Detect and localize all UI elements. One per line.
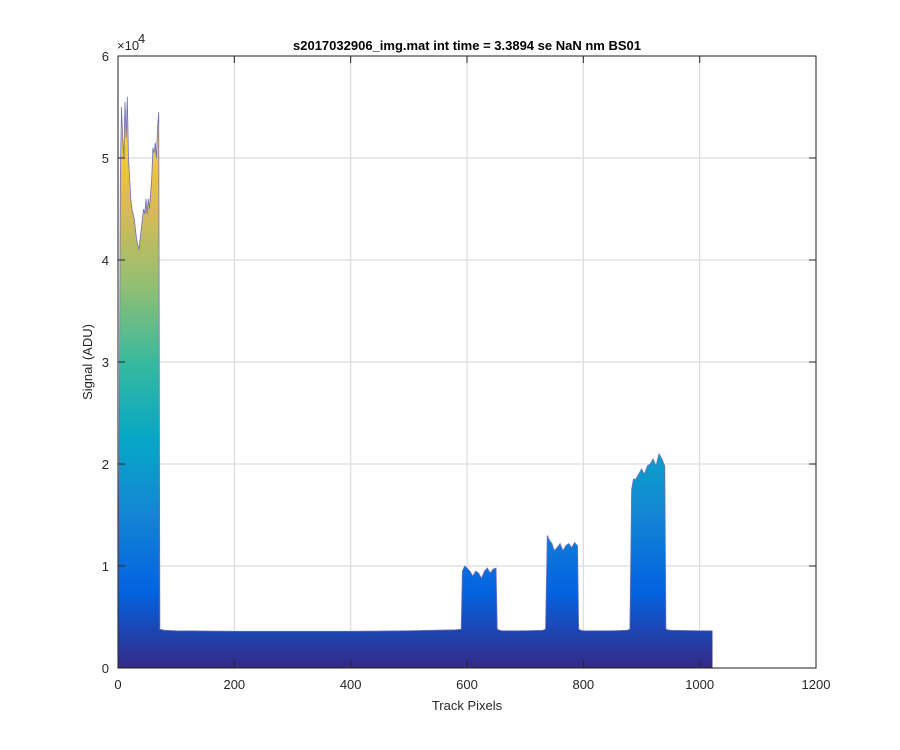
x-tick-label: 400	[340, 677, 362, 692]
y-exponent-base: ×10	[117, 38, 139, 53]
y-tick-label: 6	[102, 49, 109, 64]
y-tick-label: 0	[102, 661, 109, 676]
y-axis-label: Signal (ADU)	[80, 324, 95, 400]
x-tick-label: 600	[456, 677, 478, 692]
y-tick-label: 2	[102, 457, 109, 472]
y-axis: 0 1 2 3 4 5 6	[102, 49, 816, 676]
x-tick-label: 200	[223, 677, 245, 692]
y-tick-label: 4	[102, 253, 109, 268]
y-exponent-power: 4	[138, 31, 145, 46]
x-tick-label: 1000	[685, 677, 714, 692]
x-tick-label: 800	[572, 677, 594, 692]
y-tick-label: 3	[102, 355, 109, 370]
chart-title: s2017032906_img.mat int time = 3.3894 se…	[293, 38, 641, 53]
x-axis-label: Track Pixels	[432, 698, 503, 713]
x-tick-label: 0	[114, 677, 121, 692]
x-tick-label: 1200	[802, 677, 831, 692]
y-tick-label: 1	[102, 559, 109, 574]
signal-line	[118, 96, 713, 632]
y-tick-label: 5	[102, 151, 109, 166]
signal-area	[118, 96, 713, 668]
x-axis: 0 200 400 600 800 1000 1200	[114, 56, 830, 692]
